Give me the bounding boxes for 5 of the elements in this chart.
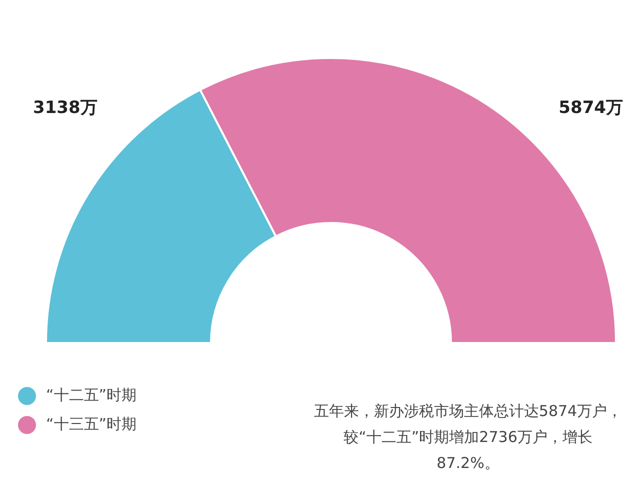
legend-label: “十三五”时期 [46,415,137,434]
text: 五年来，新办涉税市场主体总计达5874万户，较“十二五”时期增加2736万户，增长87.2%。 [313,401,623,474]
legend-label: “十二五”时期 [46,386,137,405]
data-label: 3138万 [33,98,98,118]
data-label: 5874万 [558,98,623,118]
